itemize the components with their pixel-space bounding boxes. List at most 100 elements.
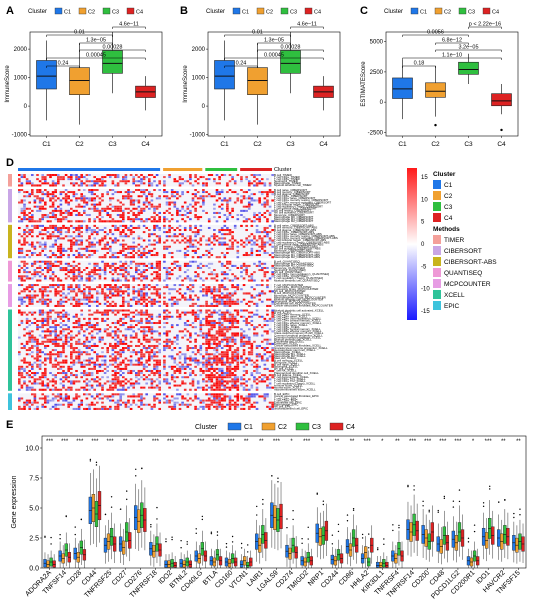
heatmap-cell (103, 302, 107, 305)
heatmap-cell (213, 340, 216, 343)
heatmap-cell (101, 269, 104, 272)
heatmap-cell (96, 376, 99, 379)
heatmap-cell (245, 369, 248, 373)
heatmap-cell (116, 279, 120, 282)
heatmap-cell (145, 256, 148, 259)
heatmap-cell (101, 260, 104, 263)
heatmap-cell (170, 374, 174, 377)
heatmap-cell (109, 405, 112, 408)
heatmap-cell (153, 226, 156, 230)
heatmap-cell (59, 372, 63, 375)
heatmap-cell (25, 180, 29, 183)
heatmap-cell (137, 269, 141, 272)
heatmap-cell (165, 209, 169, 212)
heatmap-cell (85, 338, 89, 341)
heatmap-cell (54, 292, 57, 295)
y-tick-label: 2000 (14, 47, 28, 53)
heatmap-cell (64, 342, 68, 345)
heatmap-cell (140, 195, 143, 198)
heatmap-cell (250, 174, 254, 177)
heatmap-cell (191, 197, 195, 200)
heatmap-cell (220, 332, 224, 335)
heatmap-cell (236, 353, 240, 356)
heatmap-cell (191, 347, 195, 350)
heatmap-cell (191, 260, 195, 263)
heatmap-cell (213, 347, 216, 350)
heatmap-cell (210, 328, 214, 331)
heatmap-cell (199, 239, 203, 242)
heatmap-cell (20, 376, 24, 379)
heatmap-cell (258, 254, 261, 257)
heatmap-cell (51, 405, 55, 408)
heatmap-cell (145, 309, 148, 312)
heatmap-cell (36, 241, 39, 244)
heatmap-cell (205, 338, 208, 341)
legend-swatch-C1 (410, 7, 419, 15)
comparison-bracket (435, 42, 469, 45)
heatmap-cell (70, 355, 73, 358)
heatmap-cell (226, 262, 229, 265)
heatmap-cell (111, 292, 115, 295)
heatmap-cell (93, 264, 96, 267)
heatmap-cell (236, 361, 240, 364)
heatmap-cell (127, 369, 130, 373)
heatmap-cell (111, 174, 115, 177)
heatmap-cell (93, 266, 96, 270)
heatmap-cell (233, 292, 237, 295)
heatmap-cell (88, 298, 91, 301)
heatmap-cell (31, 288, 34, 291)
heatmap-cell (245, 395, 248, 398)
heatmap-cell (62, 403, 65, 406)
heatmap-cell (31, 336, 34, 339)
heatmap-cell (178, 288, 182, 291)
heatmap-cell (207, 332, 211, 335)
heatmap-cell (253, 405, 256, 408)
heatmap-cell (181, 330, 184, 333)
heatmap-cell (260, 182, 264, 185)
panel-c: C Cluster C1 C2 C3 C4-2500025005000ESTIMATESc… (360, 5, 519, 148)
heatmap-cell (23, 209, 26, 212)
heatmap-cell (93, 189, 96, 192)
heatmap-cell (135, 334, 138, 337)
heatmap-cell (210, 363, 214, 366)
heatmap-cell (31, 298, 34, 301)
heatmap-cell (85, 197, 89, 200)
heatmap-cell (119, 207, 122, 210)
box-C3 (280, 50, 301, 74)
heatmap-cell (220, 262, 224, 265)
heatmap-cell (258, 220, 261, 223)
heatmap-cell (170, 262, 174, 265)
heatmap-cell (218, 401, 221, 404)
heatmap-cell (153, 266, 156, 270)
heatmap-cell (135, 319, 138, 323)
heatmap-cell (44, 357, 47, 360)
heatmap-cell (173, 300, 177, 303)
heatmap-cell (31, 294, 34, 297)
heatmap-cell (223, 296, 227, 299)
heatmap-cell (213, 399, 216, 402)
heatmap-cell (240, 275, 243, 278)
heatmap-cell (155, 277, 159, 280)
heatmap-cell (67, 269, 70, 272)
heatmap-cell (49, 407, 52, 410)
heatmap-cell (23, 311, 26, 314)
heatmap-cell (202, 290, 205, 293)
heatmap-cell (153, 209, 156, 212)
heatmap-cell (163, 367, 166, 370)
heatmap-cell (228, 315, 232, 318)
heatmap-cell (218, 231, 221, 234)
heatmap-cell (168, 220, 171, 223)
heatmap-cell (178, 209, 182, 212)
heatmap-cell (176, 397, 179, 400)
heatmap-cell (70, 330, 73, 333)
heatmap-cell (205, 351, 208, 354)
heatmap-cell (266, 201, 269, 204)
heatmap-cell (124, 309, 128, 312)
heatmap-cell (62, 300, 65, 303)
heatmap-cell (106, 313, 109, 316)
heatmap-cell (54, 338, 57, 341)
heatmap-cell (101, 407, 104, 410)
heatmap-cell (28, 249, 31, 252)
heatmap-cell (140, 296, 143, 299)
heatmap-cell (168, 292, 171, 295)
